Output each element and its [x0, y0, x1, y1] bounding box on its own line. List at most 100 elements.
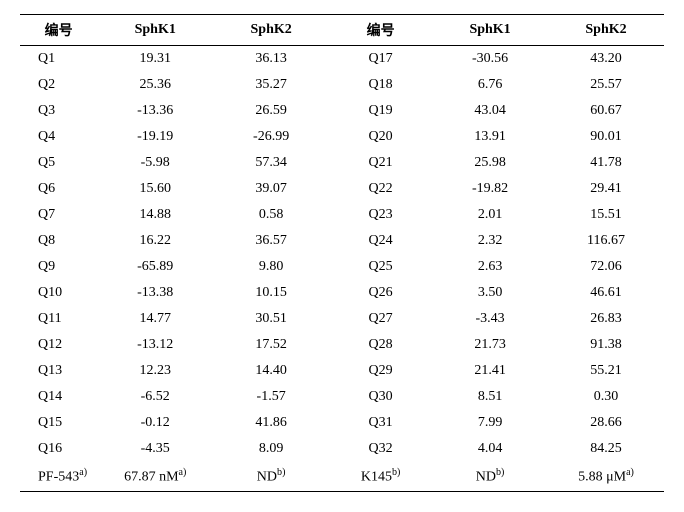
footer-cell-sup: b) — [277, 467, 285, 478]
table-row: Q5-5.9857.34Q2125.9841.78 — [20, 150, 664, 176]
cell: Q16 — [20, 436, 97, 462]
table-row: Q14-6.52-1.57Q308.510.30 — [20, 384, 664, 410]
cell: Q21 — [329, 150, 432, 176]
cell: 21.41 — [432, 358, 548, 384]
cell: 10.15 — [213, 280, 329, 306]
header-sphk2-right: SphK2 — [548, 15, 664, 46]
cell: -5.98 — [97, 150, 213, 176]
cell: 0.58 — [213, 202, 329, 228]
cell: -3.43 — [432, 306, 548, 332]
cell: 91.38 — [548, 332, 664, 358]
cell: 14.88 — [97, 202, 213, 228]
table-body: Q119.3136.13Q17-30.5643.20Q225.3635.27Q1… — [20, 46, 664, 492]
cell: 2.01 — [432, 202, 548, 228]
cell: 36.13 — [213, 46, 329, 73]
cell: -4.35 — [97, 436, 213, 462]
cell: 84.25 — [548, 436, 664, 462]
cell: 25.57 — [548, 72, 664, 98]
cell: 3.50 — [432, 280, 548, 306]
cell: Q13 — [20, 358, 97, 384]
cell: 15.51 — [548, 202, 664, 228]
cell: 72.06 — [548, 254, 664, 280]
cell: Q20 — [329, 124, 432, 150]
cell: 43.20 — [548, 46, 664, 73]
footer-cell: K145b) — [329, 462, 432, 491]
cell: Q31 — [329, 410, 432, 436]
cell: 26.59 — [213, 98, 329, 124]
cell: Q12 — [20, 332, 97, 358]
cell: 12.23 — [97, 358, 213, 384]
cell: 4.04 — [432, 436, 548, 462]
cell: -13.36 — [97, 98, 213, 124]
cell: 15.60 — [97, 176, 213, 202]
cell: 36.57 — [213, 228, 329, 254]
cell: 116.67 — [548, 228, 664, 254]
cell: 0.30 — [548, 384, 664, 410]
cell: Q32 — [329, 436, 432, 462]
cell: Q6 — [20, 176, 97, 202]
cell: 13.91 — [432, 124, 548, 150]
cell: 57.34 — [213, 150, 329, 176]
data-table: 编号 SphK1 SphK2 编号 SphK1 SphK2 Q119.3136.… — [20, 14, 664, 492]
cell: -30.56 — [432, 46, 548, 73]
cell: 90.01 — [548, 124, 664, 150]
footer-cell: 5.88 μMa) — [548, 462, 664, 491]
cell: 2.63 — [432, 254, 548, 280]
table-row: Q3-13.3626.59Q1943.0460.67 — [20, 98, 664, 124]
cell: Q27 — [329, 306, 432, 332]
cell: 35.27 — [213, 72, 329, 98]
header-sphk1-right: SphK1 — [432, 15, 548, 46]
cell: -19.82 — [432, 176, 548, 202]
cell: -19.19 — [97, 124, 213, 150]
cell: 21.73 — [432, 332, 548, 358]
footer-cell-sup: a) — [179, 467, 187, 478]
footer-cell-text: ND — [476, 470, 496, 485]
footer-cell: 67.87 nMa) — [97, 462, 213, 491]
cell: 17.52 — [213, 332, 329, 358]
footer-cell-sup: b) — [392, 467, 400, 478]
header-sphk1-left: SphK1 — [97, 15, 213, 46]
cell: Q2 — [20, 72, 97, 98]
cell: Q24 — [329, 228, 432, 254]
cell: Q28 — [329, 332, 432, 358]
table-row: Q16-4.358.09Q324.0484.25 — [20, 436, 664, 462]
table-row: Q816.2236.57Q242.32116.67 — [20, 228, 664, 254]
footer-cell-sup: a) — [626, 467, 634, 478]
cell: -13.38 — [97, 280, 213, 306]
cell: 8.51 — [432, 384, 548, 410]
table-row: Q12-13.1217.52Q2821.7391.38 — [20, 332, 664, 358]
table-row: Q1114.7730.51Q27-3.4326.83 — [20, 306, 664, 332]
table-row: Q15-0.1241.86Q317.9928.66 — [20, 410, 664, 436]
cell: 41.86 — [213, 410, 329, 436]
cell: 29.41 — [548, 176, 664, 202]
cell: Q30 — [329, 384, 432, 410]
cell: Q19 — [329, 98, 432, 124]
cell: Q8 — [20, 228, 97, 254]
header-sphk2-left: SphK2 — [213, 15, 329, 46]
cell: 8.09 — [213, 436, 329, 462]
cell: Q7 — [20, 202, 97, 228]
footer-cell-text: PF-543 — [38, 470, 79, 485]
cell: 30.51 — [213, 306, 329, 332]
footer-cell-text: 5.88 μM — [578, 470, 626, 485]
cell: Q17 — [329, 46, 432, 73]
footer-cell: NDb) — [432, 462, 548, 491]
table-row: Q4-19.19-26.99Q2013.9190.01 — [20, 124, 664, 150]
table-footer-row: PF-543a)67.87 nMa)NDb)K145b)NDb)5.88 μMa… — [20, 462, 664, 491]
cell: Q29 — [329, 358, 432, 384]
footer-cell-text: 67.87 nM — [124, 470, 178, 485]
cell: 43.04 — [432, 98, 548, 124]
cell: Q11 — [20, 306, 97, 332]
table-row: Q1312.2314.40Q2921.4155.21 — [20, 358, 664, 384]
cell: Q25 — [329, 254, 432, 280]
cell: 6.76 — [432, 72, 548, 98]
cell: -13.12 — [97, 332, 213, 358]
cell: 14.40 — [213, 358, 329, 384]
cell: 46.61 — [548, 280, 664, 306]
footer-cell-sup: a) — [79, 467, 87, 478]
cell: 26.83 — [548, 306, 664, 332]
footer-cell-sup: b) — [496, 467, 504, 478]
cell: 41.78 — [548, 150, 664, 176]
cell: Q22 — [329, 176, 432, 202]
cell: -26.99 — [213, 124, 329, 150]
